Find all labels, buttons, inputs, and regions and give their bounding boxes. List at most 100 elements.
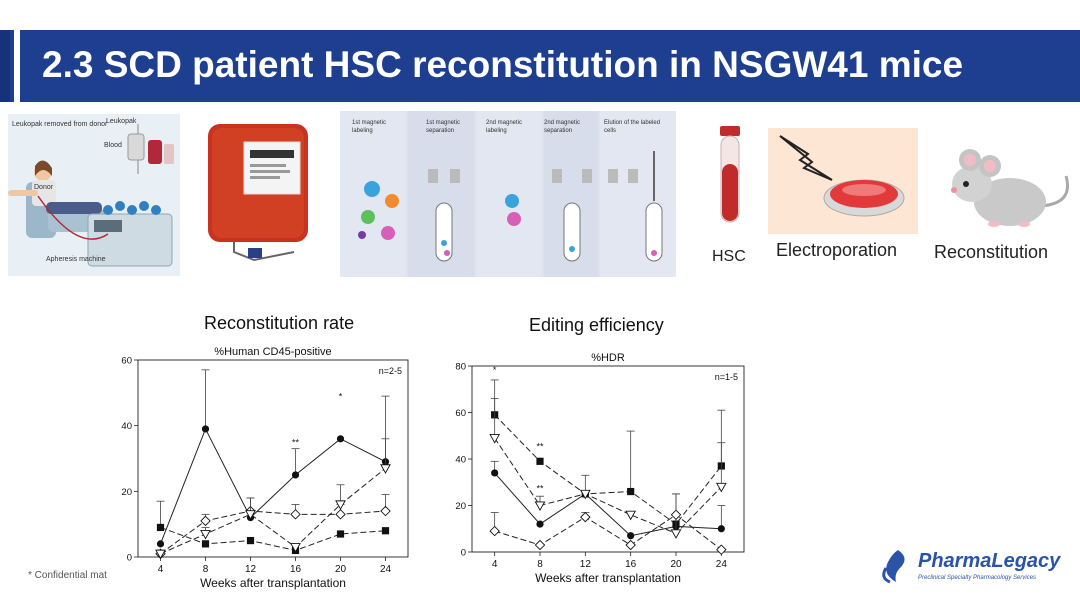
- n-annotation: n=1-5: [715, 372, 738, 382]
- logo-tagline: Preclinical Specialty Pharmacology Servi…: [918, 575, 1037, 581]
- x-tick-label: 16: [625, 559, 637, 570]
- label-leukopak: Leukopak: [106, 118, 137, 125]
- data-point: [156, 540, 165, 548]
- x-tick-label: 12: [580, 559, 592, 570]
- data-point: [489, 525, 500, 537]
- significance-mark: **: [292, 437, 300, 447]
- data-point: [715, 482, 727, 493]
- x-tick-label: 20: [670, 559, 682, 570]
- magnetic-separation-image: 1st magnetic labeling 1st magnetic separ…: [340, 111, 676, 277]
- data-point: [200, 529, 211, 540]
- data-point: [380, 464, 391, 474]
- label-leukopak-removed: Leukopak removed from donor: [12, 121, 108, 128]
- data-point: [381, 527, 390, 535]
- x-axis-label: Weeks after transplantation: [200, 576, 346, 590]
- data-point: [627, 532, 635, 540]
- data-point: [625, 510, 637, 521]
- mouse-image: [944, 146, 1080, 232]
- data-point: [291, 471, 300, 479]
- x-tick-label: 4: [492, 559, 498, 570]
- significance-mark: **: [536, 484, 544, 494]
- data-point: [627, 487, 635, 496]
- data-point: [156, 523, 165, 532]
- data-point: [716, 544, 727, 555]
- y-tick-label: 0: [461, 548, 466, 559]
- series-line: [160, 510, 386, 555]
- step-reconstitution-label: Reconstitution: [934, 242, 1049, 262]
- hsc-tube-image: [710, 124, 750, 230]
- significance-mark: **: [536, 442, 544, 452]
- y-tick-label: 40: [121, 421, 132, 432]
- blood-bag-image: [194, 112, 322, 277]
- data-point: [200, 515, 211, 527]
- data-point: [534, 539, 546, 551]
- x-tick-label: 16: [290, 564, 302, 575]
- y-tick-label: 60: [121, 356, 132, 367]
- x-tick-label: 8: [203, 564, 209, 575]
- step-electroporation-label: Electroporation: [776, 240, 898, 260]
- data-point: [579, 489, 591, 500]
- y-tick-label: 40: [455, 455, 466, 466]
- data-point: [491, 469, 499, 477]
- title-bar: 2.3 SCD patient HSC reconstitution in NS…: [0, 30, 1080, 102]
- x-tick-label: 8: [537, 559, 543, 570]
- data-point: [580, 511, 591, 523]
- x-axis-label: Weeks after transplantation: [535, 571, 681, 585]
- data-point: [155, 549, 166, 560]
- confidential-note: * Confidential mat: [28, 570, 107, 581]
- data-point: [670, 509, 682, 521]
- y-tick-label: 20: [121, 487, 132, 498]
- slide-title: 2.3 SCD patient HSC reconstitution in NS…: [42, 44, 964, 85]
- y-tick-label: 20: [455, 501, 466, 512]
- title-accent-stripe: [14, 30, 20, 102]
- chart2-title: Editing efficiency: [529, 315, 664, 335]
- data-point: [380, 505, 391, 517]
- sep-step-3: 2nd magnetic labeling: [486, 120, 523, 134]
- data-point: [717, 525, 725, 533]
- data-point: [670, 529, 682, 539]
- data-point: [245, 510, 256, 520]
- data-point: [290, 509, 301, 520]
- x-tick-label: 12: [245, 564, 257, 575]
- x-tick-label: 24: [716, 559, 728, 570]
- data-point: [489, 434, 501, 444]
- sep-step-4: 2nd magnetic separation: [544, 120, 581, 134]
- series-line: [160, 526, 386, 551]
- series-line: [494, 437, 722, 534]
- chart-subtitle: %Human CD45-positive: [214, 346, 331, 358]
- title-accent-dark: [0, 30, 10, 102]
- data-point: [335, 500, 346, 510]
- n-annotation: n=2-5: [379, 366, 402, 376]
- x-tick-label: 20: [335, 564, 347, 575]
- sep-step-5: Elution of the labeled cells: [604, 120, 661, 134]
- logo-name: PharmaLegacy: [918, 550, 1061, 572]
- y-tick-label: 0: [127, 553, 132, 564]
- series-line: [494, 414, 722, 525]
- data-point: [246, 536, 255, 545]
- data-point: [534, 501, 546, 512]
- plot-frame: [471, 365, 745, 553]
- data-point: [336, 435, 345, 443]
- data-point: [336, 530, 345, 538]
- x-tick-label: 24: [380, 564, 392, 575]
- series-line: [494, 472, 722, 537]
- chart-subtitle: %HDR: [591, 352, 625, 364]
- apheresis-illustration: Leukopak removed from donor Leukopak Blo…: [8, 114, 180, 276]
- data-point: [290, 543, 301, 553]
- series-line: [160, 427, 386, 545]
- label-apheresis-machine: Apheresis machine: [46, 256, 106, 263]
- chart-editing-efficiency: %HDR n=1-5 0 20 40 60 80 4 8 12 16 20 24 Weeks after …: [455, 352, 745, 585]
- pharmalegacy-logo-icon: [882, 550, 905, 584]
- series-line: [160, 467, 386, 555]
- chart-reconstitution-rate: %Human CD45-positive n=2-5 0 20 40 60 4 8 12 16 20…: [121, 346, 409, 590]
- series-line: [494, 514, 722, 551]
- chart1-title: Reconstitution rate: [204, 313, 355, 333]
- y-tick-label: 80: [455, 362, 466, 373]
- step-hsc-label: HSC: [712, 248, 746, 265]
- electroporation-image: [768, 128, 918, 234]
- label-donor: Donor: [34, 184, 54, 191]
- data-point: [536, 457, 544, 465]
- sep-step-1: 1st magnetic labeling: [352, 120, 387, 134]
- significance-mark: *: [339, 391, 343, 401]
- data-point: [335, 509, 346, 520]
